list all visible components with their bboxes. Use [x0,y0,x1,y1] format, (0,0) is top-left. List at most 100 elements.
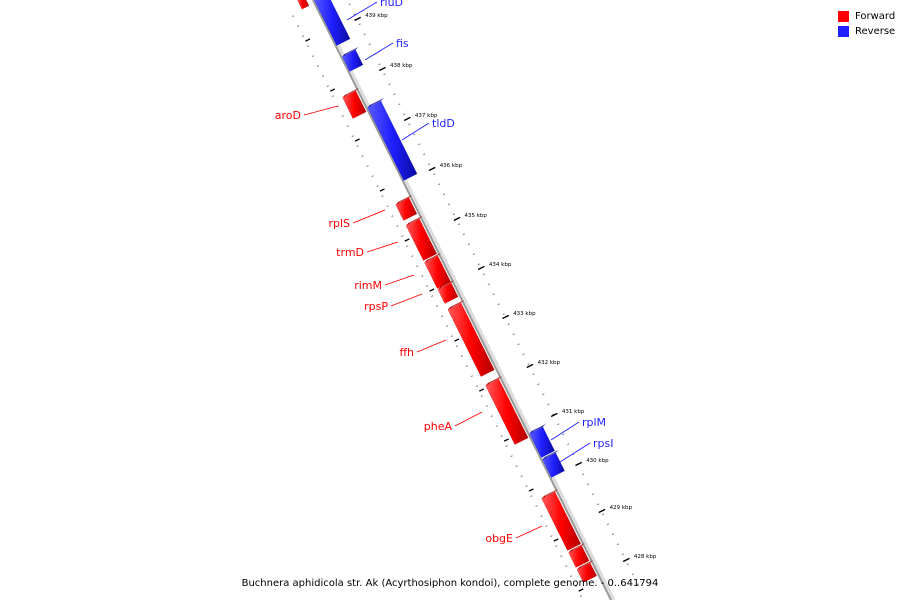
gene-label-rluD[interactable]: rluD [380,0,403,9]
axis-minor-tick [545,525,548,528]
axis-tick [622,557,630,563]
gene-label-fis[interactable]: fis [396,37,409,50]
axis-minor-tick [532,373,535,376]
axis-minor-tick [626,563,629,566]
axis-minor-tick [601,513,605,516]
axis-minor-tick [560,555,563,558]
axis-minor-tick [381,195,384,198]
axis-minor-tick [500,435,503,438]
axis-minor-tick [582,473,585,476]
axis-minor-tick [403,113,406,116]
gene-label-rimM[interactable]: rimM [354,279,382,292]
axis-tick [428,166,436,172]
legend-swatch-forward [838,11,849,22]
axis-minor-tick [388,83,391,86]
axis-tick [502,314,510,320]
axis-dash [553,538,559,542]
gene-label-rpsI[interactable]: rpsI [593,437,613,450]
axis-minor-tick [358,23,361,26]
axis-minor-tick [418,143,421,146]
gene-label-rplS[interactable]: rplS [328,217,350,230]
axis-minor-tick [510,455,513,458]
gene-labels: rluD fis aroD tldD rplS trmD rimM rpsP ffh pheA rp… [275,0,614,545]
axis-minor-tick [331,95,334,98]
partial-bottom-feature-1-block [568,542,590,568]
axis-minor-tick [440,315,444,318]
axis-minor-tick [616,543,620,546]
axis-minor-tick [423,153,426,156]
gene-label-trmD[interactable]: trmD [336,246,364,259]
axis-tick [378,66,386,72]
axis-minor-tick [428,163,431,166]
axis-minor-tick [492,293,495,296]
axis-minor-tick [502,313,505,316]
rpsI-leader-line [559,442,591,463]
axis-minor-tick [437,183,441,186]
axis-tick-label: 432 kbp [538,360,561,366]
gene-label-rpsP[interactable]: rpsP [364,300,388,313]
axis-minor-tick [636,583,639,586]
axis-minor-tick [485,405,488,408]
gene-label-tldD[interactable]: tldD [432,117,455,130]
axis-tick-label: 433 kbp [513,311,536,317]
axis-minor-tick [547,403,550,406]
axis-minor-tick [356,145,359,148]
axis-minor-tick [413,133,416,136]
gene-label-aroD[interactable]: aroD [275,109,301,122]
axis-dash [354,138,360,142]
axis-minor-tick [517,343,520,346]
axis-tick [598,508,606,514]
axis-minor-tick [507,323,510,326]
axis-minor-tick [301,35,305,38]
axis-minor-tick [562,433,565,436]
backbone-shadow [314,0,616,600]
axis-minor-tick [383,73,386,76]
rluD-leader-line [346,1,378,21]
axis-minor-tick [470,375,474,378]
axis-minor-tick [565,565,568,568]
axis-dash [528,488,534,492]
axis-minor-tick [465,365,469,368]
axis-minor-tick [550,535,553,538]
axis-minor-tick [421,275,424,278]
axis-minor-tick [580,595,583,598]
fis-leader-line [364,42,394,61]
axis-minor-tick [433,173,436,176]
axis-minor-tick [353,13,356,16]
gene-label-rplM[interactable]: rplM [582,416,606,429]
axis-minor-tick [462,233,466,236]
axis-minor-tick [396,225,399,228]
legend-item-forward: Forward [838,9,895,24]
axis-minor-tick [460,355,464,358]
axis-minor-tick [391,215,394,218]
axis-minor-tick [552,413,555,416]
axis-minor-tick [525,485,528,488]
axis-tick-label: 438 kbp [390,63,413,69]
axis-minor-tick [490,415,493,418]
axis-minor-tick [586,483,590,486]
axis-minor-tick [480,395,483,398]
axis-tick [354,16,362,22]
gene-label-pheA[interactable]: pheA [424,420,453,433]
axis-minor-tick [555,545,558,548]
axis-minor-tick [411,255,414,258]
axis-minor-tick [431,295,434,298]
axis-minor-tick [487,283,490,286]
ffh-leader-line [416,339,447,353]
gene-label-ffh[interactable]: ffh [399,346,414,359]
axis-dash [404,238,410,242]
axis-tick [550,412,558,418]
axis-minor-tick [341,115,344,118]
axis-minor-tick [515,465,518,468]
gene-label-obgE[interactable]: obgE [485,532,513,545]
axis-tick-label: 429 kbp [610,505,633,511]
rpsP-leader-line [390,293,423,307]
legend-label-forward: Forward [855,11,896,22]
axis-tick [526,363,534,369]
axis-minor-tick [436,305,439,308]
axis-minor-tick [631,573,634,576]
axis-minor-tick [445,325,449,328]
axis-tick-label: 428 kbp [634,554,657,560]
axis-tick [477,265,485,271]
axis-dash [379,188,385,192]
